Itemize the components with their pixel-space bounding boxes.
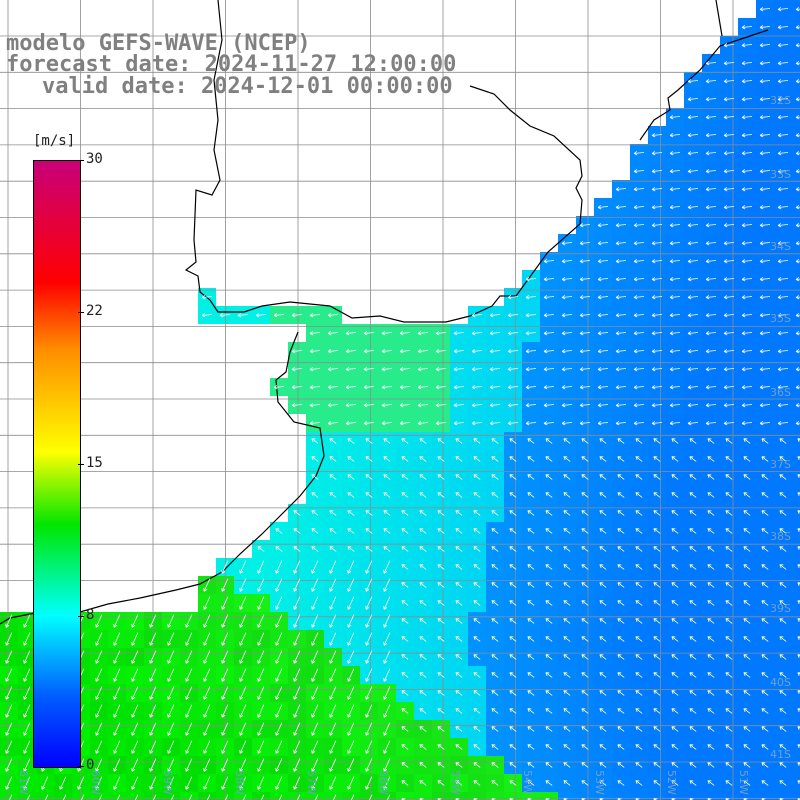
colorbar-tick [78,766,84,767]
lon-label: 53W [593,770,606,795]
lat-label: 40S [770,676,791,689]
lon-label: 61W [17,770,30,795]
colorbar-label: 0 [86,757,94,773]
lon-label: 59W [161,770,174,795]
lat-label: 41S [770,748,791,761]
lat-label: 34S [770,240,791,253]
lon-label: 54W [521,770,534,795]
lon-label: 56W [377,770,390,795]
lon-label: 58W [233,770,246,795]
grid-cell [0,792,18,800]
grid-cell [180,792,198,800]
colorbar-tick [78,464,84,465]
grid-cell [252,792,270,800]
grid-cell [126,792,144,800]
lon-label: 57W [305,770,318,795]
lat-label: 39S [770,602,791,615]
grid-cell [288,792,306,800]
grid-cell [198,792,216,800]
grid-cell [324,792,342,800]
lat-label: 36S [770,386,791,399]
grid-cell [270,792,288,800]
colorbar-label: 30 [86,151,103,167]
forecast-date: forecast date: 2024-11-27 12:00:00 [6,54,456,76]
grid-cell [342,792,360,800]
legend-unit: [m/s] [33,133,75,149]
lat-label: 37S [770,458,791,471]
grid-cell [216,792,234,800]
lat-label: 32S [770,94,791,107]
grid-cell [54,792,72,800]
lat-label: 35S [770,312,791,325]
grid-cell [72,792,90,800]
lon-label: 60W [89,770,102,795]
colorbar-tick [78,160,84,161]
colorbar-tick [78,616,84,617]
valid-date: valid date: 2024-12-01 00:00:00 [42,76,453,98]
lon-label: 51W [737,770,750,795]
colorbar-label: 15 [86,455,103,471]
colorbar-label: 8 [86,607,94,623]
colorbar-label: 22 [86,303,103,319]
grid-cell [36,792,54,800]
lat-label: 38S [770,530,791,543]
lon-label: 52W [665,770,678,795]
grid-cell [360,792,378,800]
lat-label: 33S [770,168,791,181]
grid-cell [108,792,126,800]
lon-label: 55W [449,770,462,795]
colorbar-tick [78,312,84,313]
colorbar [33,160,81,768]
